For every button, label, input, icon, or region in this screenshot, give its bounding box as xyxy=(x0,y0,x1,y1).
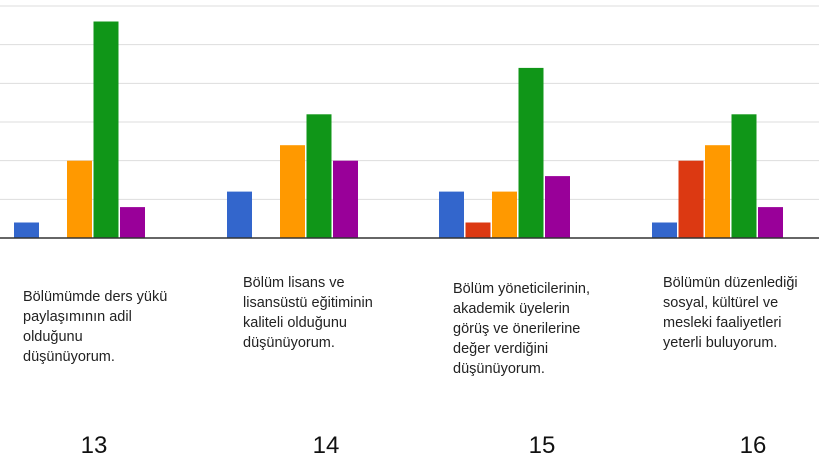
category-label-line: kaliteli olduğunu xyxy=(243,315,347,331)
question-number: 15 xyxy=(528,432,556,459)
bar xyxy=(518,67,544,239)
category-label-line: paylaşımının adil xyxy=(23,309,132,325)
category-label-line: yeterli buluyorum. xyxy=(663,335,778,351)
bars xyxy=(14,21,783,239)
category-label-line: mesleki faaliyetleri xyxy=(663,315,782,331)
bar xyxy=(465,222,491,238)
category-label-line: olduğunu xyxy=(23,329,83,345)
bar xyxy=(227,191,252,238)
category-label: Bölüm lisans ve lisansüstü eğitiminin kali… xyxy=(243,273,373,353)
bar xyxy=(120,207,145,238)
bar xyxy=(678,160,704,238)
question-number: 16 xyxy=(739,432,767,459)
category-label-line: akademik üyelerin xyxy=(453,301,570,317)
bar xyxy=(280,145,305,238)
question-number: 13 xyxy=(80,432,108,459)
category-label: Bölüm yöneticilerinin, akademik üyelerin g… xyxy=(453,279,590,379)
category-label-line: düşünüyorum. xyxy=(23,349,115,365)
bar xyxy=(333,160,358,238)
category-label-line: Bölümümde ders yükü xyxy=(23,289,168,305)
bar xyxy=(492,191,517,238)
category-label-line: lisansüstü eğitiminin xyxy=(243,295,373,311)
category-label: Bölümün düzenlediği sosyal, kültürel ve me… xyxy=(663,273,798,353)
bar xyxy=(731,114,757,238)
bar xyxy=(67,160,92,238)
category-label-line: düşünüyorum. xyxy=(243,335,335,351)
category-label-line: Bölüm lisans ve xyxy=(243,275,345,291)
category-label-line: değer verdiğini xyxy=(453,341,549,357)
question-number: 14 xyxy=(312,432,340,459)
bar xyxy=(439,191,464,238)
category-label: Bölümümde ders yükü paylaşımının adil oldu… xyxy=(23,287,167,367)
bar xyxy=(758,207,783,238)
bar xyxy=(93,21,119,238)
category-label-line: Bölüm yöneticilerinin, xyxy=(453,281,591,297)
category-label-line: sosyal, kültürel ve xyxy=(663,295,779,311)
category-label-line: düşünüyorum. xyxy=(453,361,545,377)
bar xyxy=(14,222,39,238)
category-label-line: Bölümün düzenlediği xyxy=(663,275,798,291)
bar xyxy=(306,114,332,238)
category-label-line: görüş ve önerilerine xyxy=(453,321,581,337)
bar xyxy=(705,145,730,238)
bar xyxy=(652,222,677,238)
bar xyxy=(545,176,570,238)
